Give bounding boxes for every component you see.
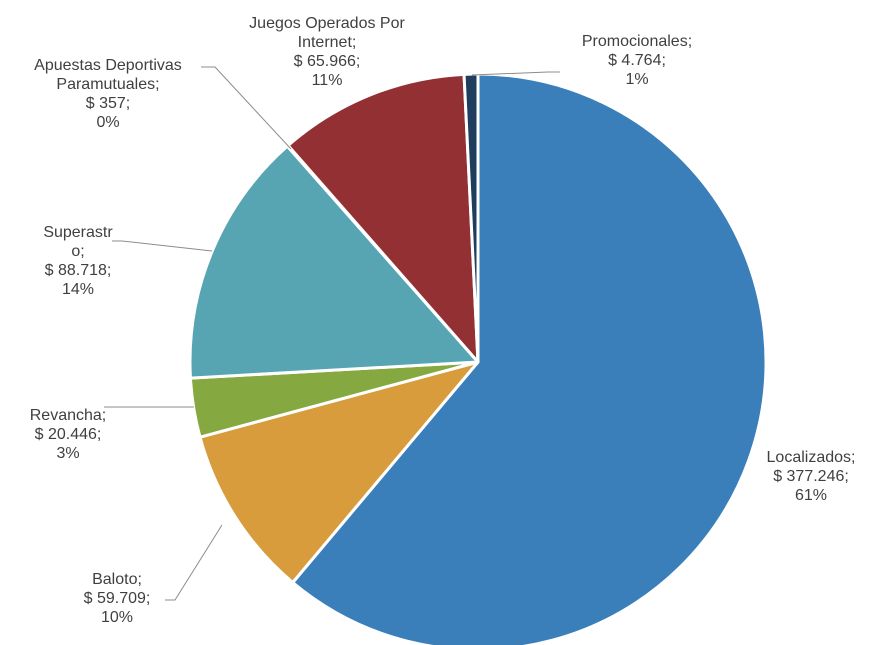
data-label-line: $ 377.246; <box>773 468 849 485</box>
data-label-line: 14% <box>62 281 94 298</box>
data-label-line: 11% <box>312 72 343 89</box>
data-label-line: 1% <box>625 71 648 88</box>
data-label-line: Baloto; <box>92 571 142 588</box>
data-label-line: Paramutuales; <box>56 76 159 93</box>
data-label-line: Apuestas Deportivas <box>34 57 182 74</box>
data-label-line: Localizados; <box>767 449 856 466</box>
pie-slice-promocionales <box>462 72 480 364</box>
data-label-line: 0% <box>96 114 119 131</box>
data-label-line: Revancha; <box>30 407 107 424</box>
pie-slice-baloto <box>198 360 480 584</box>
data-label-apuestas-deportivas-paramutuales: Apuestas Deportivas Paramutuales; $ 357; 0% <box>34 57 182 131</box>
data-label-line: Internet; <box>298 34 357 51</box>
data-label-promocionales: Promocionales; $ 4.764; 1% <box>582 33 692 88</box>
pie-slice-superastro <box>188 144 480 380</box>
data-label-line: Juegos Operados Por <box>249 15 405 32</box>
data-label-localizados: Localizados; $ 377.246; 61% <box>767 449 856 504</box>
data-label-line: 3% <box>56 445 79 462</box>
data-label-line: Promocionales; <box>582 33 692 50</box>
data-label-line: $ 59.709; <box>84 590 151 607</box>
pie-slice-localizados <box>291 72 768 645</box>
data-label-line: Superastr <box>43 224 113 241</box>
data-label-line: $ 357; <box>86 95 130 112</box>
data-label-line: $ 4.764; <box>608 52 666 69</box>
data-label-line: 61% <box>795 487 827 504</box>
leader-line-baloto <box>165 524 223 601</box>
pie-slice-juegos-operados-por-internet <box>286 72 480 364</box>
leader-line-promocionales <box>471 71 560 76</box>
data-label-line: $ 88.718; <box>45 262 112 279</box>
data-label-line: $ 65.966; <box>294 53 361 70</box>
leader-line-apuestas-deportivas-paramutuales <box>201 66 292 150</box>
data-label-superastro: Superastr o; $ 88.718; 14% <box>43 224 113 298</box>
data-label-juegos-operados-por-internet: Juegos Operados Por Internet; $ 65.966; 11% <box>249 15 405 89</box>
data-label-revancha: Revancha; $ 20.446; 3% <box>30 407 107 462</box>
data-label-line: $ 20.446; <box>35 426 102 443</box>
leader-line-superastro <box>112 240 213 252</box>
data-label-baloto: Baloto; $ 59.709; 10% <box>84 571 151 626</box>
data-label-line: o; <box>71 243 84 260</box>
data-label-line: 10% <box>101 609 133 626</box>
